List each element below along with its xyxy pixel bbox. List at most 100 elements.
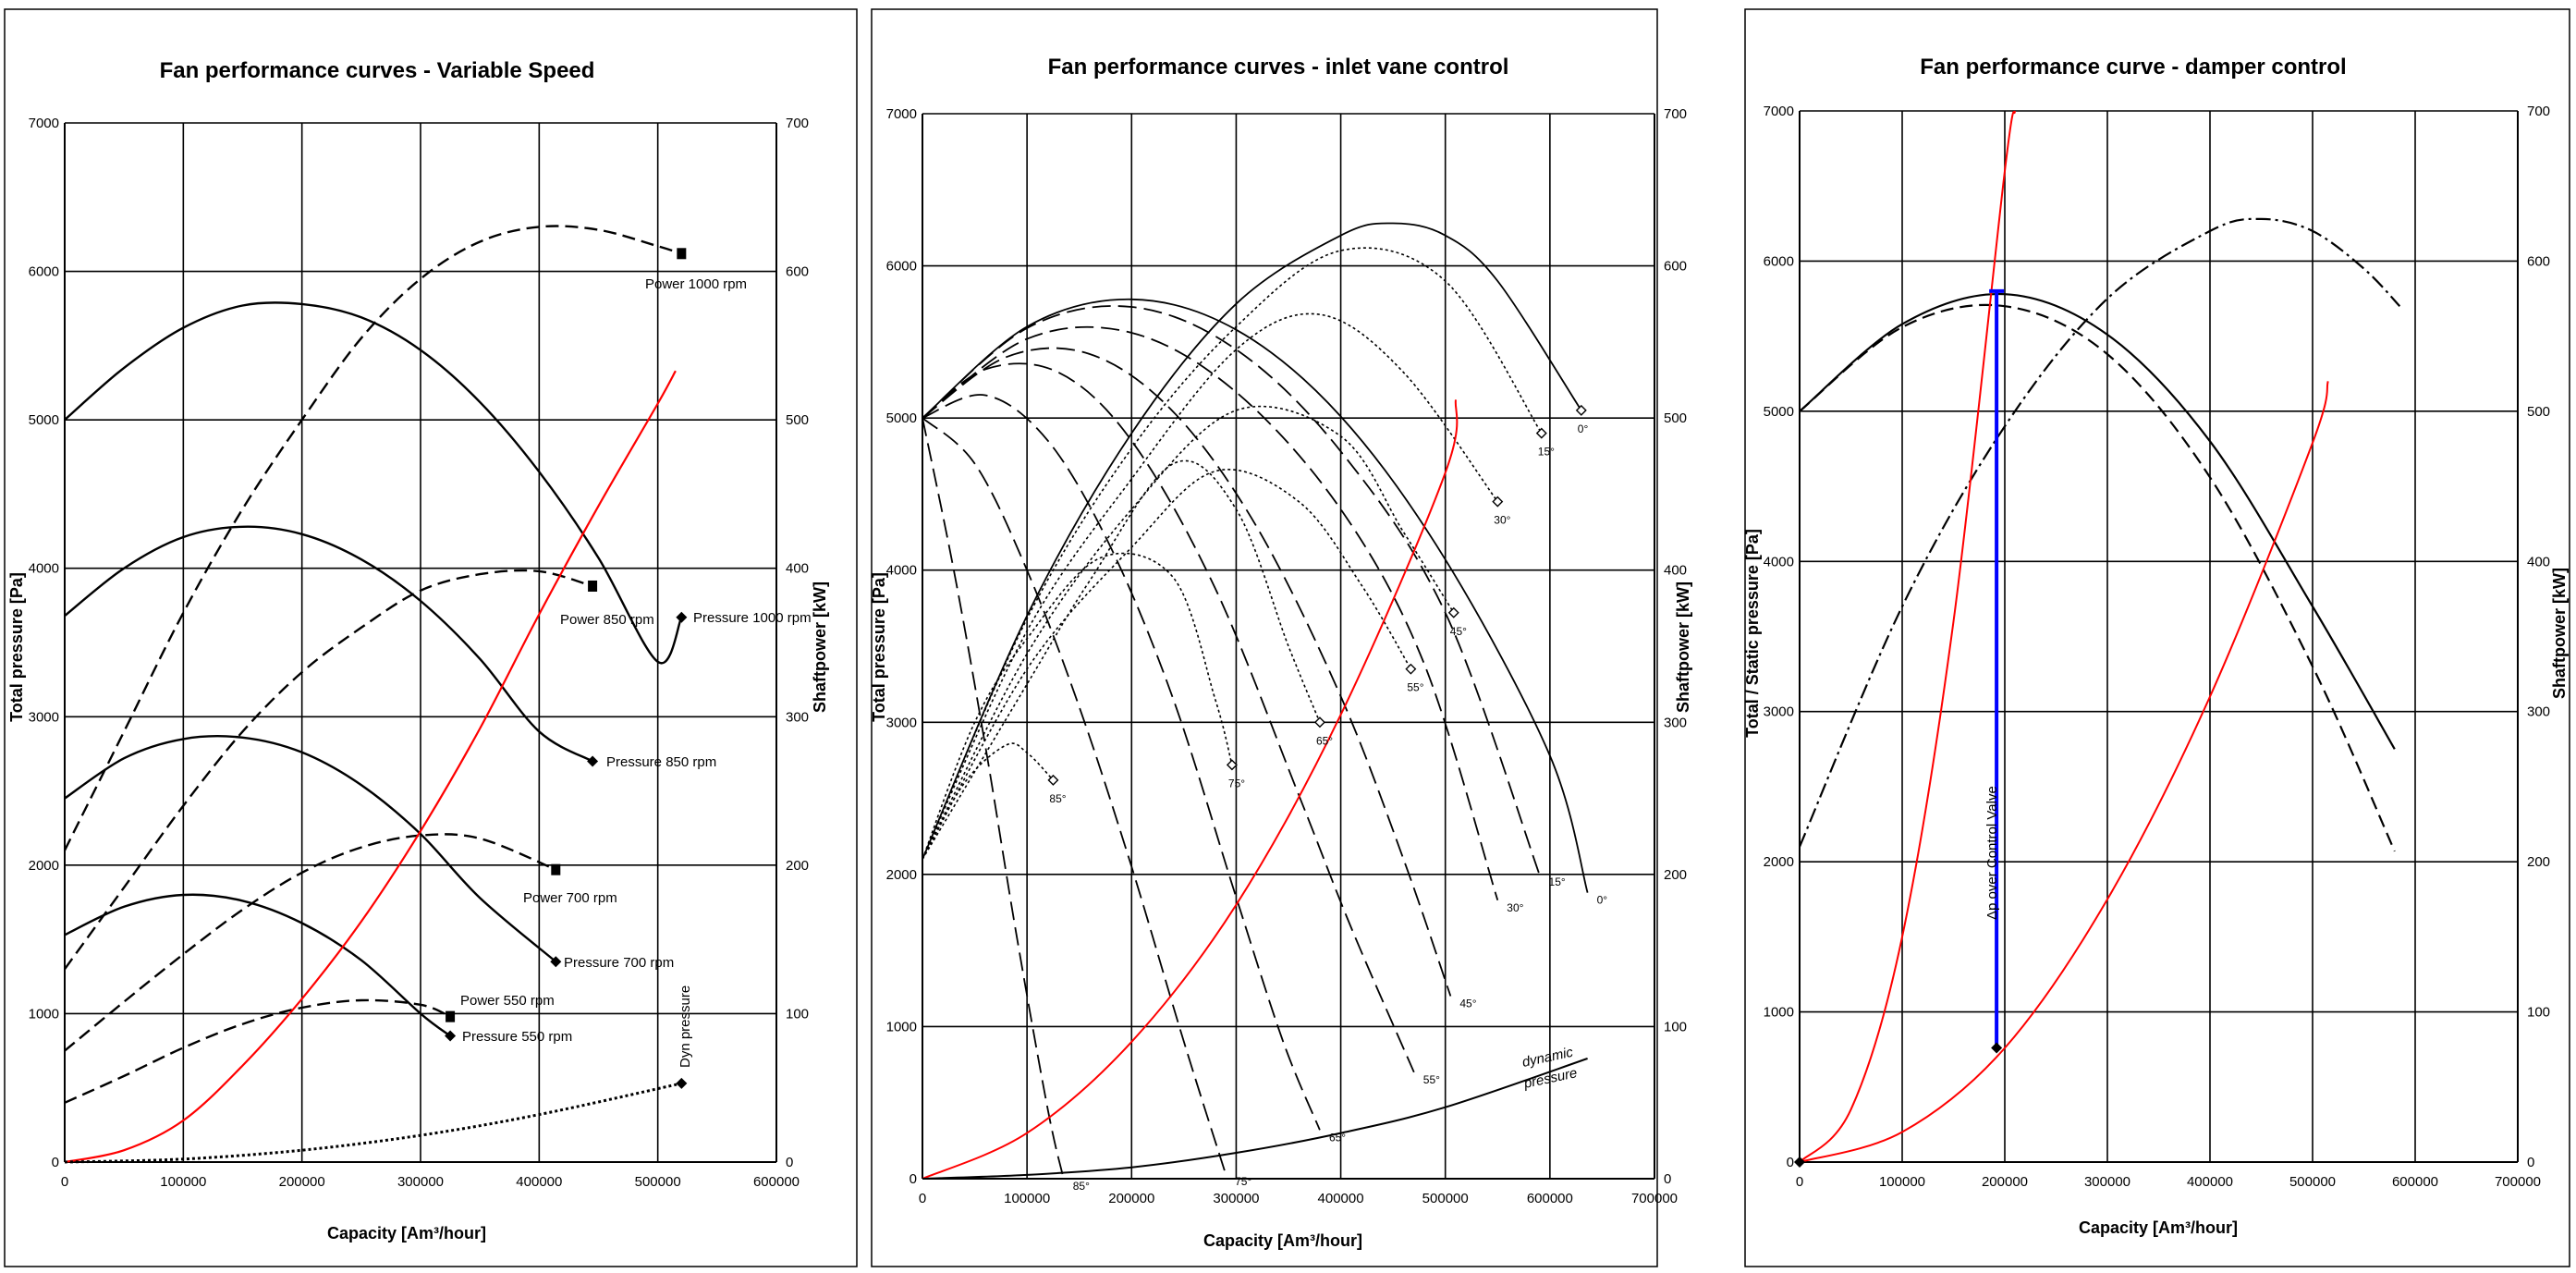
marker-pressure-700-rpm [550, 956, 562, 968]
tick-label-y: 5000 [29, 412, 59, 428]
tick-label-y: 7000 [1764, 104, 1794, 119]
angle-label-power: 0° [1578, 422, 1589, 435]
tick-label-x: 300000 [1213, 1191, 1259, 1206]
tick-label-y: 1000 [1764, 1005, 1794, 1021]
angle-label-pressure: 55° [1423, 1073, 1440, 1086]
series-shaftpower [1798, 217, 2401, 848]
tick-label-y: 3000 [1764, 704, 1794, 720]
series-system-curve-throttled [1799, 110, 2017, 1163]
chart-2-y2label: Shaftpower [kW] [1674, 581, 1692, 713]
pressure-curve-55deg [922, 362, 1415, 1073]
tick-label-y2: 700 [786, 116, 809, 131]
pressure-curve-30deg [922, 325, 1499, 901]
tick-label-y: 6000 [886, 259, 917, 275]
label-pressure-550: Pressure 550 rpm [462, 1029, 572, 1045]
label-pressure-700: Pressure 700 rpm [564, 955, 674, 971]
tick-label-y2: 400 [786, 561, 809, 577]
tick-label-x: 200000 [1982, 1174, 2028, 1190]
tick-label-y: 0 [1787, 1155, 1794, 1170]
tick-label-x: 600000 [2392, 1174, 2438, 1190]
tick-label-y2: 200 [786, 858, 809, 874]
power-curve-15deg [922, 247, 1543, 860]
angle-label-pressure: 45° [1459, 998, 1476, 1010]
angle-label-power: 30° [1494, 514, 1510, 527]
angle-label-power: 75° [1228, 777, 1245, 790]
tick-label-y: 2000 [29, 858, 59, 874]
tick-label-y: 2000 [1764, 854, 1794, 870]
tick-label-x: 100000 [1004, 1191, 1050, 1206]
marker-power-550-rpm [446, 1010, 456, 1022]
series-power-1000-rpm [63, 225, 682, 851]
label-power-1000: Power 1000 rpm [645, 276, 747, 292]
system-curve [922, 399, 1459, 1180]
series-pressure-550-rpm [64, 893, 451, 1037]
series-system-curve [1799, 381, 2329, 1163]
tick-label-y: 6000 [1764, 253, 1794, 269]
chart-3-xlabel: Capacity [Am³/hour] [2079, 1218, 2238, 1237]
tick-label-y2: 500 [786, 412, 809, 428]
tick-label-x: 400000 [516, 1174, 562, 1190]
power-curve-0deg [922, 222, 1582, 860]
tick-label-x: 400000 [1318, 1191, 1364, 1206]
angle-label-power: 45° [1450, 625, 1467, 638]
angle-label-pressure: 85° [1073, 1180, 1090, 1193]
tick-label-y: 3000 [886, 715, 917, 730]
power-curve-85deg [922, 742, 1054, 860]
series-total-pressure [1799, 292, 2396, 750]
pressure-curve-75deg [922, 417, 1227, 1175]
label-power-550: Power 550 rpm [460, 993, 555, 1009]
tick-label-x: 200000 [279, 1174, 325, 1190]
panel-2-frame [871, 8, 1658, 1267]
dynamic-pressure-curve [922, 1058, 1588, 1180]
tick-label-y2: 300 [786, 709, 809, 725]
chart-panel-inlet-vane: Fan performance curves - inlet vane cont… [870, 55, 1692, 1250]
pressure-curve-0deg [922, 298, 1589, 893]
tick-label-x: 500000 [635, 1174, 681, 1190]
chart-3-y2label: Shaftpower [kW] [2550, 568, 2569, 699]
series-pressure-1000-rpm [64, 301, 683, 665]
label-pressure-850: Pressure 850 rpm [606, 754, 716, 770]
tick-label-y2: 600 [2527, 253, 2550, 269]
label-dyn-pressure: Dyn pressure [678, 985, 693, 1068]
tick-label-x: 700000 [1631, 1191, 1678, 1206]
tick-label-y: 5000 [886, 410, 917, 426]
panel-3-frame [1744, 8, 2570, 1267]
angle-label-power: 15° [1538, 446, 1555, 459]
power-curve-55deg [922, 469, 1412, 860]
angle-label-power: 85° [1049, 792, 1066, 805]
label-dp-control-valve: Δp over Control Valve [1984, 786, 2000, 920]
angle-label-pressure: 30° [1507, 901, 1523, 914]
tick-label-y2: 200 [1664, 867, 1687, 883]
marker-dyn-pressure [676, 1077, 688, 1089]
tick-label-x: 100000 [160, 1174, 206, 1190]
series-pressure-850-rpm [64, 525, 593, 763]
marker-power-30 [1492, 496, 1504, 508]
marker-power-850-rpm [588, 580, 598, 592]
angle-label-power: 55° [1407, 681, 1423, 694]
tick-label-x: 300000 [2084, 1174, 2130, 1190]
tick-label-y: 1000 [886, 1019, 917, 1034]
tick-label-x: 300000 [397, 1174, 444, 1190]
angle-label-pressure: 75° [1235, 1175, 1251, 1188]
marker-power-85 [1047, 774, 1059, 786]
marker-pressure-850-rpm [587, 755, 599, 767]
power-curve-30deg [922, 312, 1498, 860]
marker-power-55 [1405, 663, 1417, 675]
tick-label-y2: 0 [2527, 1155, 2534, 1170]
angle-label-pressure: 15° [1549, 875, 1566, 888]
tick-label-y2: 600 [1664, 259, 1687, 275]
tick-label-y2: 0 [1664, 1171, 1671, 1187]
series-dyn-pressure [64, 1082, 682, 1164]
label-power-850: Power 850 rpm [560, 612, 654, 628]
chart-panel-variable-speed: Fan performance curves - Variable Speed … [7, 58, 829, 1242]
chart-1-y2label: Shaftpower [kW] [811, 581, 829, 713]
tick-label-y: 4000 [886, 563, 917, 579]
marker-power-75 [1226, 759, 1238, 771]
tick-label-x: 500000 [2289, 1174, 2336, 1190]
tick-label-y2: 100 [2527, 1005, 2550, 1021]
tick-label-y: 3000 [29, 709, 59, 725]
tick-label-y2: 400 [1664, 563, 1687, 579]
marker-power-65 [1313, 716, 1325, 728]
marker-power-0 [1575, 404, 1587, 416]
